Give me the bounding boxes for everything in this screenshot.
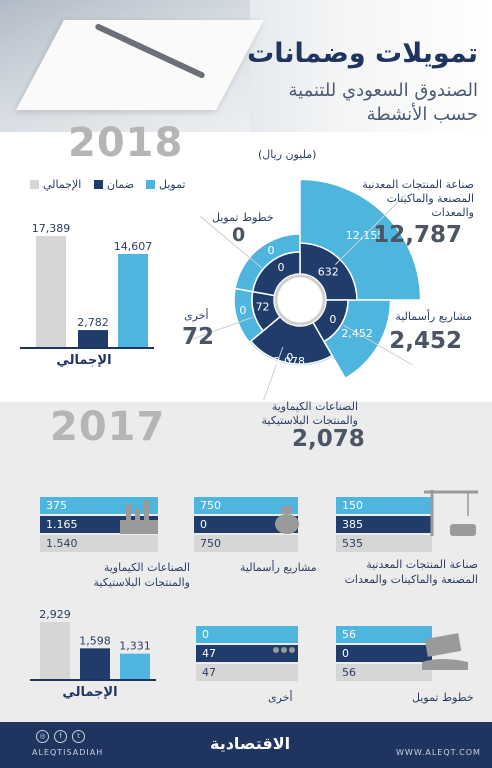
value-capital-2018: 2,452 (389, 328, 462, 354)
funding-value: 0 (196, 626, 298, 643)
facebook-icon[interactable]: f (54, 730, 67, 743)
segment-value-label: 2,452 (341, 327, 373, 340)
stack-metal-2017: 150 385 535 (336, 497, 432, 554)
total-value: 535 (336, 535, 432, 552)
label-capital-2017: مشاريع رأسمالية (240, 561, 317, 574)
label-metal-2018: صناعة المنتجات المعدنية المصنعة والماكين… (362, 178, 474, 219)
bar-chart-2018: 17,389 2,782 14,607 الإجمالي (20, 222, 154, 368)
bar-guarantee (80, 648, 110, 680)
page-subtitle: الصندوق السعودي للتنمية (288, 80, 478, 101)
bar-guarantee (78, 330, 108, 348)
label-chemical-2017: الصناعات الكيماوية والمنتجات البلاستيكية (93, 561, 190, 589)
bar-value-label: 14,607 (114, 240, 153, 253)
bar-value-label: 2,929 (39, 608, 71, 621)
leader-line (335, 193, 407, 265)
label-metal-2017: صناعة المنتجات المعدنية المصنعة والماكين… (344, 558, 478, 586)
bar-funding (120, 653, 150, 680)
leader-line (343, 324, 413, 366)
total-value: 1.540 (40, 535, 158, 552)
funding-value: 750 (194, 497, 298, 514)
money-bag-icon (275, 506, 299, 534)
guarantee-segment (249, 315, 334, 365)
guarantee-value: 385 (336, 516, 432, 533)
stack-capital-2017: 750 0 750 (194, 497, 298, 554)
bar-total (40, 622, 70, 680)
cash-hand-icon (422, 633, 468, 670)
instagram-icon[interactable]: ◎ (36, 730, 49, 743)
unit-label: (مليون ريال) (258, 148, 317, 161)
segment-value-label: 0 (286, 351, 293, 364)
guarantee-segment (299, 242, 358, 301)
funding-value: 56 (336, 626, 432, 643)
label-credit-lines-2018: خطوط تمويل (212, 211, 274, 224)
leader-line (263, 346, 284, 400)
bar-chart-2017: 2,929 1,598 1,331 الإجمالي (30, 608, 156, 700)
total-value: 47 (196, 664, 298, 681)
value-other-2018: 72 (182, 324, 215, 350)
bar-value-label: 1,331 (119, 640, 151, 653)
footer (0, 722, 492, 768)
label-capital-2018: مشاريع رأسمالية (395, 310, 472, 323)
crane-icon (424, 490, 478, 536)
bar-total (36, 236, 66, 348)
leader-line (187, 316, 254, 342)
leader-line (200, 216, 263, 269)
segment-value-label: 0 (329, 313, 336, 326)
chart-center (274, 274, 326, 326)
segment-value-label: 0 (239, 304, 246, 317)
stack-other-2017: 0 47 47 (196, 626, 298, 683)
bar-funding (118, 253, 148, 348)
x-axis-label: الإجمالي (62, 685, 117, 700)
label-chemical-2018: الصناعات الكيماوية والمنتجات البلاستيكية (261, 400, 358, 427)
stack-credit-lines-2017: 56 0 56 (336, 626, 432, 683)
guarantee-value: 0 (194, 516, 298, 533)
segment-value-label: 2,078 (273, 355, 305, 368)
value-credit-lines-2018: 0 (232, 224, 246, 246)
year-2017-label: 2017 (50, 404, 166, 450)
segment-value-label: 12,155 (346, 229, 385, 242)
label-other-2018: أخرى (184, 309, 209, 322)
total-value: 750 (194, 535, 298, 552)
page-subtitle-2: حسب الأنشطة (366, 104, 478, 125)
x-axis-label: الإجمالي (56, 353, 111, 368)
factory-icon (120, 500, 158, 534)
segment-value-label: 72 (256, 301, 270, 314)
more-dots-icon (273, 647, 295, 653)
segment-value-label: 0 (268, 244, 275, 257)
total-value: 56 (336, 664, 432, 681)
legend-total: الإجمالي (30, 178, 81, 191)
label-credit-lines-2017: خطوط تمويل (412, 691, 474, 704)
segment-value-label: 0 (278, 261, 285, 274)
legend-funding: تمويل (146, 178, 186, 191)
page-title: تمويلات وضمانات (247, 38, 478, 69)
bar-value-label: 17,389 (32, 222, 71, 235)
segment-value-label: 632 (318, 266, 339, 279)
guarantee-value: 47 (196, 645, 298, 662)
brand-logo: الاقتصادية (210, 734, 291, 753)
legend-guarantee: ضمان (94, 178, 134, 191)
year-2018-label: 2018 (68, 120, 184, 166)
website-url[interactable]: WWW.ALEQT.COM (396, 748, 481, 757)
label-other-2017: أخرى (268, 691, 293, 704)
value-metal-2018: 12,787 (373, 222, 462, 248)
funding-value: 150 (336, 497, 432, 514)
guarantee-value: 0 (336, 645, 432, 662)
social-handle: ALEQTISADIAH (32, 748, 104, 757)
value-chemical-2018: 2,078 (292, 426, 365, 452)
bar-value-label: 2,782 (77, 316, 109, 329)
twitter-icon[interactable]: t (72, 730, 85, 743)
guarantee-segment (251, 251, 301, 297)
bar-value-label: 1,598 (79, 634, 111, 647)
